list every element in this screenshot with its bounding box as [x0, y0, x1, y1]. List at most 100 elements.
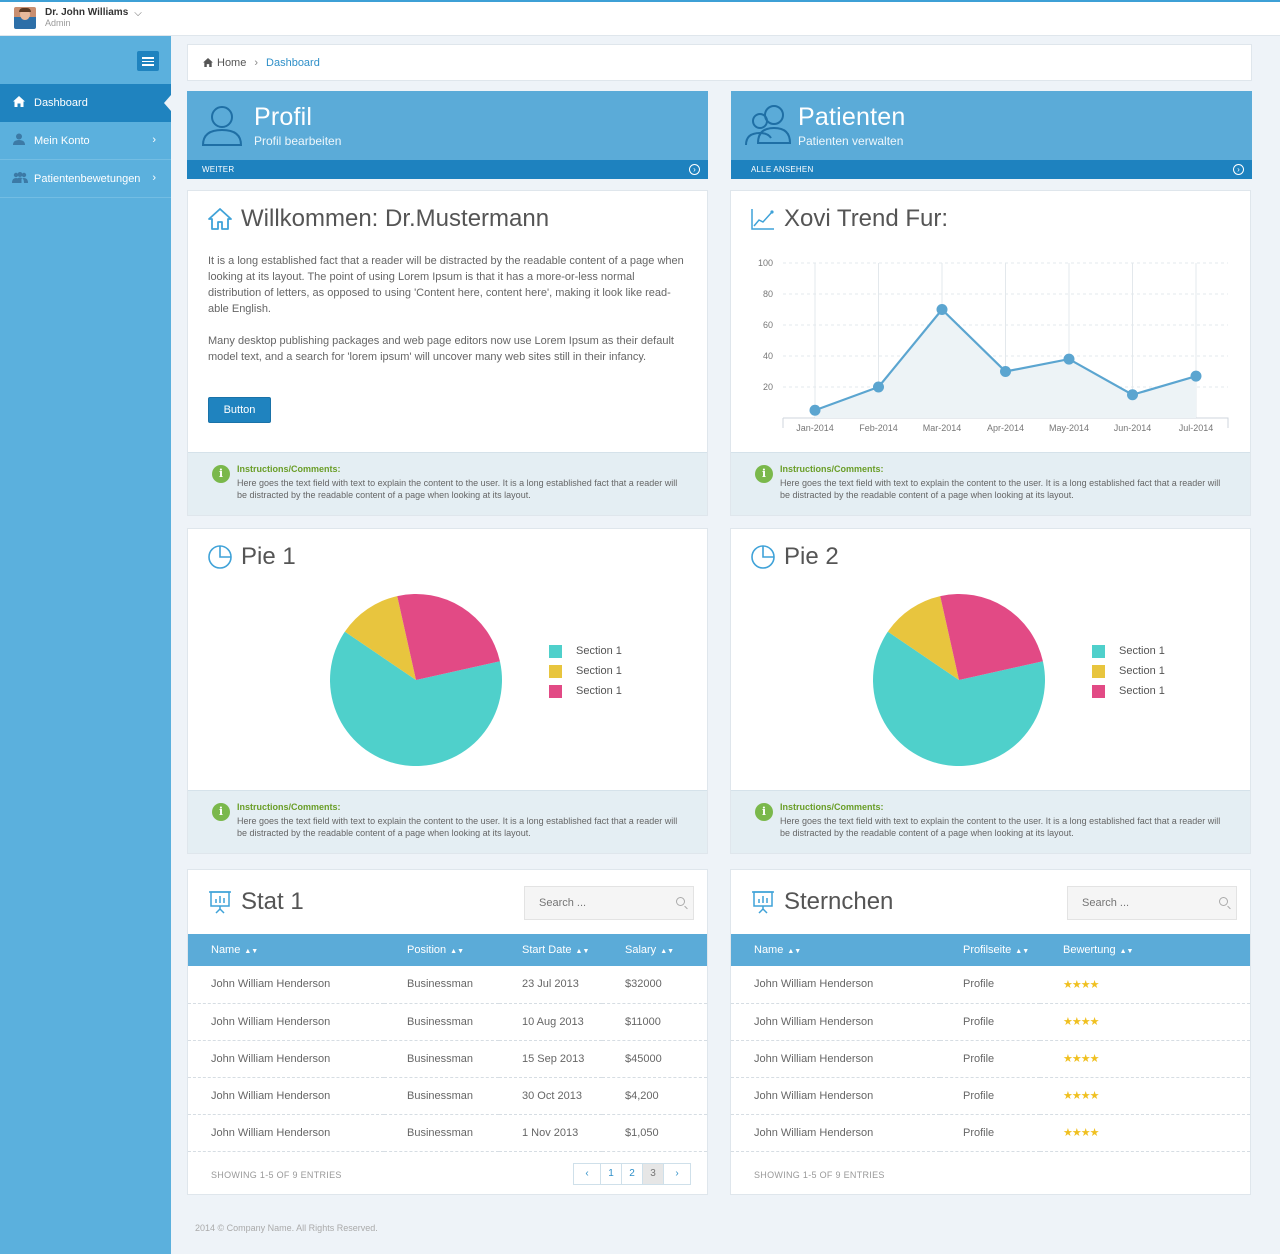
- legend-label: Section 1: [576, 685, 622, 697]
- welcome-paragraph: It is a long established fact that a rea…: [208, 255, 684, 315]
- info-text: Here goes the text field with text to ex…: [237, 478, 678, 500]
- legend-item: Section 1: [1092, 661, 1165, 681]
- sidebar-item-label: Patientenbewetungen: [34, 172, 141, 185]
- profil-tile[interactable]: Profil Profil bearbeiten WEITER ›: [187, 91, 708, 179]
- pie-1-panel: Pie 1 Section 1 Section 1 Section 1 i In…: [187, 528, 708, 854]
- info-icon: i: [755, 803, 773, 821]
- welcome-paragraph: Many desktop publishing packages and web…: [208, 335, 674, 363]
- avatar: [14, 7, 36, 29]
- column-header[interactable]: Bewertung ▲▼: [1040, 934, 1250, 966]
- table-row[interactable]: John William Henderson Businessman 15 Sep …: [188, 1040, 707, 1078]
- x-tick-label: Mar-2014: [923, 423, 962, 433]
- pie-slice: [330, 631, 502, 766]
- data-point: [809, 404, 821, 416]
- sort-icon: ▲▼: [787, 948, 802, 955]
- data-point: [936, 304, 948, 315]
- column-header[interactable]: Start Date ▲▼: [499, 934, 602, 966]
- welcome-text: It is a long established fact that a rea…: [208, 253, 690, 365]
- pie-slice: [344, 596, 416, 680]
- info-title: Instructions/Comments:: [780, 802, 884, 812]
- info-title: Instructions/Comments:: [780, 464, 884, 474]
- tile-action-label: ALLE ANSEHEN: [751, 165, 814, 174]
- user-name: Dr. John Williams: [45, 7, 129, 18]
- breadcrumb: Home › Dashboard: [187, 44, 1252, 81]
- table-row[interactable]: John William Henderson Profile ★★★★: [731, 1077, 1250, 1115]
- sidebar-item-patientenbewetungen[interactable]: Patientenbewetungen ›: [0, 160, 171, 198]
- next-page-button[interactable]: ›: [663, 1163, 691, 1185]
- top-bar: Dr. John Williams Admin ⌵: [0, 0, 1280, 36]
- sort-icon: ▲▼: [1015, 948, 1030, 955]
- star-rating: ★★★★: [1040, 1003, 1250, 1041]
- column-header[interactable]: Profilseite ▲▼: [940, 934, 1040, 966]
- entries-count: SHOWING 1-5 OF 9 ENTRIES: [754, 1170, 885, 1180]
- tile-subtitle: Profil bearbeiten: [254, 134, 342, 148]
- prev-page-button[interactable]: ‹: [573, 1163, 601, 1185]
- sternchen-table: Name ▲▼ Profilseite ▲▼ Bewertung ▲▼ John Wi…: [731, 934, 1250, 1152]
- table-row[interactable]: John William Henderson Businessman 30 Oct …: [188, 1077, 707, 1115]
- legend-label: Section 1: [576, 645, 622, 657]
- tile-title: Patienten: [798, 103, 906, 131]
- star-rating: ★★★★: [1040, 1040, 1250, 1078]
- primary-button[interactable]: Button: [208, 397, 271, 423]
- search-icon[interactable]: [676, 897, 685, 906]
- page-button-2[interactable]: 2: [621, 1163, 643, 1185]
- breadcrumb-home-link[interactable]: Home: [217, 56, 247, 69]
- tile-action-bar[interactable]: ALLE ANSEHEN ›: [731, 160, 1252, 179]
- page-button-1[interactable]: 1: [600, 1163, 622, 1185]
- welcome-panel: Willkommen: Dr.Mustermann It is a long e…: [187, 190, 708, 516]
- chevron-down-icon[interactable]: ⌵: [134, 7, 142, 19]
- chevron-right-icon: ›: [152, 172, 156, 184]
- info-text: Here goes the text field with text to ex…: [237, 816, 678, 838]
- y-tick-label: 80: [763, 289, 773, 299]
- presentation-chart-icon: [752, 891, 774, 914]
- column-header[interactable]: Name ▲▼: [188, 934, 384, 966]
- page-button-3[interactable]: 3: [642, 1163, 664, 1185]
- table-row[interactable]: John William Henderson Businessman 23 Jul …: [188, 966, 707, 1004]
- info-box: i Instructions/Comments: Here goes the t…: [731, 790, 1250, 853]
- table-row[interactable]: John William Henderson Profile ★★★★: [731, 1114, 1250, 1152]
- patienten-tile[interactable]: Patienten Patienten verwalten ALLE ANSEH…: [731, 91, 1252, 179]
- table-row[interactable]: John William Henderson Businessman 1 Nov 2…: [188, 1114, 707, 1152]
- panel-title: Stat 1: [241, 888, 304, 915]
- pie-chart-icon: [751, 545, 775, 569]
- sidebar: Dashboard Mein Konto › Patientenbewetung…: [0, 36, 171, 1254]
- line-chart: 20 40 60 80 100 Jan-2014 Feb-2014 Mar-2014 Apr-2…: [758, 258, 1229, 433]
- stat-table: Name ▲▼ Position ▲▼ Start Date ▲▼ Salary ▲▼ …: [188, 934, 707, 1152]
- y-tick-label: 40: [763, 351, 773, 361]
- search-input[interactable]: [1067, 886, 1237, 920]
- table-row[interactable]: John William Henderson Businessman 10 Aug …: [188, 1003, 707, 1041]
- search-icon[interactable]: [1219, 897, 1228, 906]
- chevron-right-icon: ›: [152, 134, 156, 146]
- x-tick-label: Jul-2014: [1179, 423, 1214, 433]
- sidebar-nav: Dashboard Mein Konto › Patientenbewetung…: [0, 84, 171, 198]
- column-header[interactable]: Position ▲▼: [384, 934, 499, 966]
- x-tick-label: Jun-2014: [1114, 423, 1152, 433]
- data-point: [1190, 370, 1202, 382]
- search-input[interactable]: [524, 886, 694, 920]
- sidebar-item-dashboard[interactable]: Dashboard: [0, 84, 171, 122]
- column-header[interactable]: Salary ▲▼: [602, 934, 707, 966]
- home-icon: [203, 58, 213, 67]
- info-text: Here goes the text field with text to ex…: [780, 478, 1221, 500]
- table-row[interactable]: John William Henderson Profile ★★★★: [731, 966, 1250, 1004]
- panel-title: Xovi Trend Fur:: [784, 205, 949, 232]
- breadcrumb-current[interactable]: Dashboard: [266, 56, 320, 69]
- sort-icon: ▲▼: [660, 948, 675, 955]
- pie-chart-icon: [208, 545, 232, 569]
- home-outline-icon: [208, 208, 232, 230]
- legend-item: Section 1: [549, 641, 622, 661]
- column-header[interactable]: Name ▲▼: [731, 934, 940, 966]
- user-menu[interactable]: Dr. John Williams Admin ⌵: [14, 7, 142, 29]
- sidebar-item-mein-konto[interactable]: Mein Konto ›: [0, 122, 171, 160]
- legend-item: Section 1: [549, 661, 622, 681]
- tile-action-bar[interactable]: WEITER ›: [187, 160, 708, 179]
- panel-title: Pie 1: [241, 543, 296, 570]
- table-row[interactable]: John William Henderson Profile ★★★★: [731, 1003, 1250, 1041]
- data-point: [1063, 353, 1075, 365]
- arrow-right-circle-icon: ›: [689, 164, 700, 175]
- pie-slice: [887, 596, 959, 680]
- table-row[interactable]: John William Henderson Profile ★★★★: [731, 1040, 1250, 1078]
- footer-text: 2014 © Company Name. All Rights Reserved…: [195, 1223, 378, 1233]
- x-tick-label: Feb-2014: [859, 423, 898, 433]
- menu-toggle-button[interactable]: [137, 51, 159, 71]
